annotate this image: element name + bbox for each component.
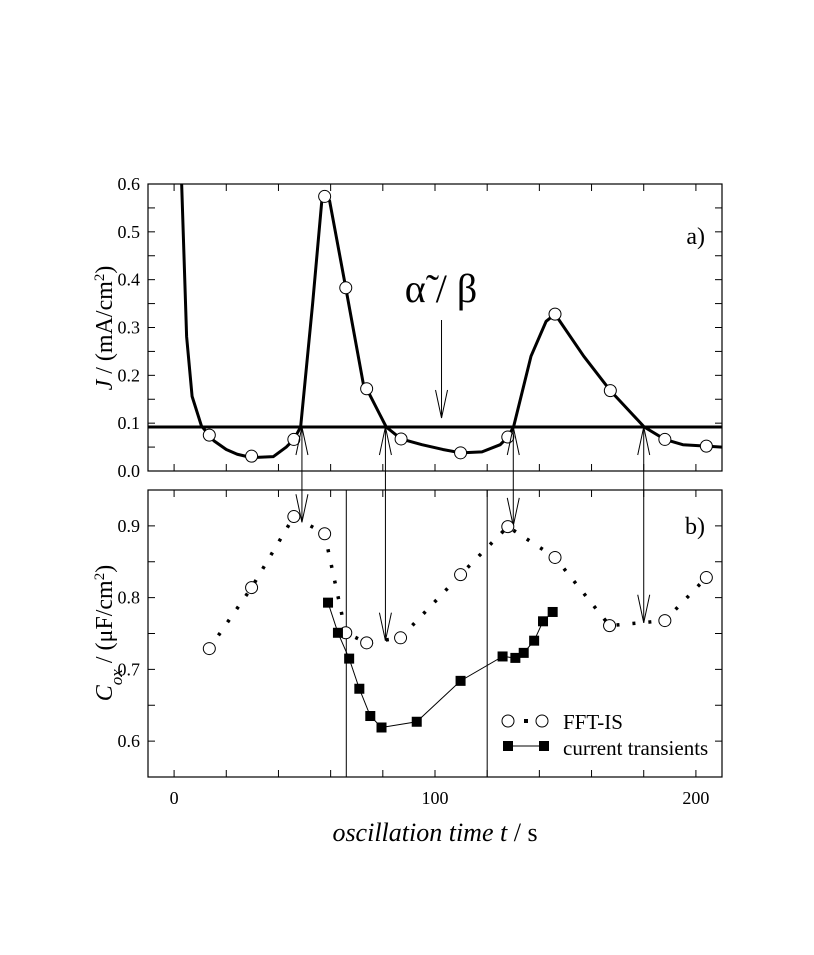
data-point-circle — [360, 382, 374, 396]
arrow-head — [506, 426, 520, 456]
current-transients-point — [344, 653, 355, 664]
x-tick-label: 0 — [170, 788, 179, 808]
panel-a: 0.0 0.1 0.2 0.3 0.4 0.5 0.6 — [118, 174, 723, 641]
legend-dot-fft-is — [524, 719, 528, 723]
y-axis-label-a: J / (mA/cm2) — [92, 266, 118, 391]
x-axis-label: oscillation time t / s — [332, 818, 537, 847]
y-tick-label: 0.1 — [118, 413, 141, 433]
data-point-circle — [548, 307, 562, 321]
data-point-circle — [202, 428, 216, 442]
y-tick-label: 0.3 — [118, 318, 141, 338]
y-tick-label: 0.4 — [118, 270, 141, 290]
arrow-head — [637, 594, 651, 623]
y-tick-label: 0.2 — [118, 365, 141, 385]
current-transients-point — [510, 652, 521, 663]
fft-is-point — [454, 568, 468, 582]
legend: FFT-IS current transients — [501, 710, 708, 760]
data-point-circle — [658, 432, 672, 446]
fft-is-point — [603, 619, 617, 633]
current-transients-point — [518, 647, 529, 658]
arrow-head — [637, 426, 651, 456]
fft-is-point — [548, 550, 562, 564]
legend-marker-current — [503, 741, 513, 751]
panel-label-a: a) — [686, 224, 705, 250]
data-point-circle — [318, 189, 332, 203]
legend-label-current: current transients — [563, 736, 708, 760]
y-tick-label: 0.6 — [118, 174, 141, 194]
data-point-circle — [603, 384, 617, 398]
y-tick-label: 0.5 — [118, 222, 141, 242]
data-point-circle — [287, 432, 301, 446]
current-transients-point — [497, 651, 508, 662]
fft-is-point — [699, 571, 713, 585]
x-tick-label: 200 — [682, 788, 709, 808]
current-transients-point — [354, 683, 365, 694]
current-transients-line — [327, 602, 554, 729]
fft-is-point — [360, 636, 374, 650]
data-point-circle — [454, 446, 468, 460]
current-transients-point — [323, 597, 334, 608]
current-transients-point — [455, 675, 466, 686]
fft-is-dotted-line — [207, 514, 708, 650]
legend-label-fft-is: FFT-IS — [563, 710, 623, 734]
y-axis-label-b: Cox / (μF/cm2) — [92, 565, 126, 701]
current-transients-point — [332, 627, 343, 638]
annotation-alpha-beta: α̃ / β — [405, 266, 477, 311]
y-tick-label: 0.7 — [118, 659, 141, 679]
data-point-circle — [394, 432, 408, 446]
fft-is-point — [202, 642, 216, 656]
current-transients-point — [538, 616, 549, 627]
fft-is-point — [318, 527, 332, 541]
data-point-circle — [245, 449, 259, 463]
current-transients-point — [529, 635, 540, 646]
current-transients-point — [547, 606, 558, 617]
legend-marker-fft-is — [535, 714, 549, 728]
data-point-circle — [699, 439, 713, 453]
data-point-circle — [339, 281, 353, 295]
panel-b: 0.6 0.7 0.8 0.9 0 100 200 — [118, 489, 723, 808]
fft-is-point — [658, 614, 672, 628]
fft-is-point — [245, 581, 259, 595]
panel-label-b: b) — [685, 514, 705, 540]
current-transients-point — [365, 711, 376, 722]
arrow-head — [435, 389, 449, 419]
y-tick-label: 0.8 — [118, 588, 141, 608]
plot-frame — [147, 489, 723, 778]
current-transients-point — [376, 722, 387, 733]
fft-is-point — [501, 520, 515, 534]
arrow-head — [378, 612, 392, 641]
y-tick-label: 0.6 — [118, 731, 141, 751]
fft-is-point — [394, 631, 408, 645]
arrow-head — [295, 426, 309, 456]
current-transients-point — [411, 716, 422, 727]
y-tick-label: 0.9 — [118, 516, 141, 536]
current-density-curve — [180, 183, 723, 460]
arrow-head — [295, 494, 309, 523]
fft-is-point — [287, 510, 301, 524]
x-tick-label: 100 — [422, 788, 449, 808]
arrow-head — [378, 426, 392, 456]
legend-marker-current — [539, 741, 549, 751]
y-tick-label: 0.0 — [118, 461, 141, 481]
legend-marker-fft-is — [501, 714, 515, 728]
